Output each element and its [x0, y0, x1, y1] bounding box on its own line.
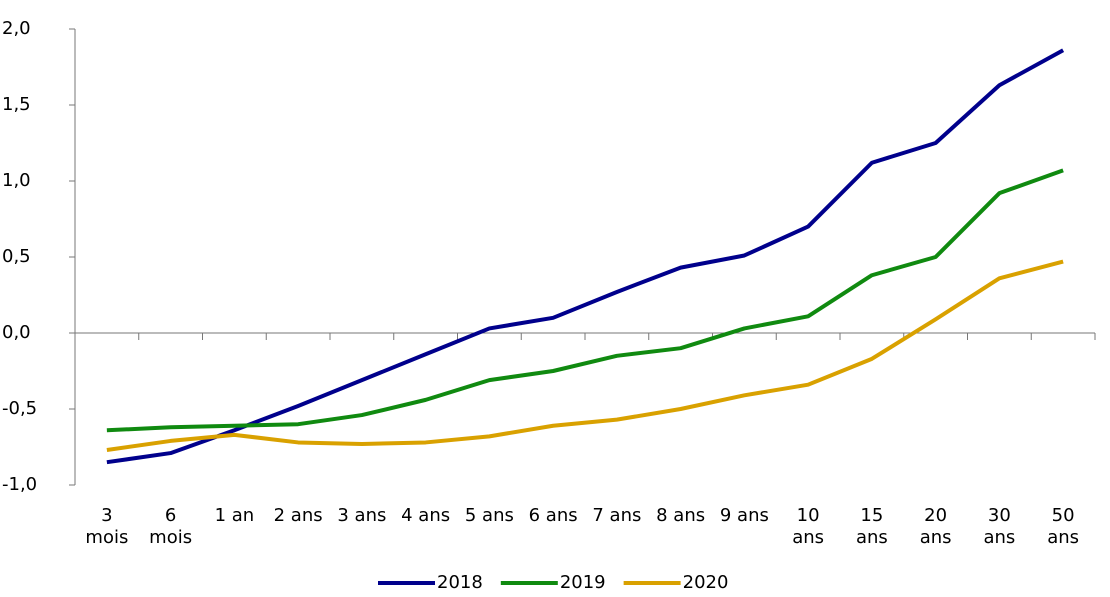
legend-label: 2020 — [683, 572, 729, 593]
y-tick-label: 2,0 — [2, 18, 31, 39]
legend-label: 2018 — [437, 572, 483, 593]
series-line — [106, 259, 1064, 453]
x-tick-label: 4 ans — [401, 505, 451, 526]
x-tick-label: 20 ans — [919, 505, 952, 548]
y-tick-label: -1,0 — [2, 474, 37, 495]
y-tick-label: 0,0 — [2, 322, 31, 343]
x-tick-label: 3 mois — [85, 505, 129, 548]
x-tick-label: 6 mois — [149, 505, 193, 548]
x-tick-label: 5 ans — [464, 505, 514, 526]
x-tick-label: 8 ans — [656, 505, 706, 526]
y-tick-label: 1,5 — [2, 94, 31, 115]
series-line — [106, 48, 1065, 465]
legend-label: 2019 — [560, 572, 606, 593]
y-tick-label: 1,0 — [2, 170, 31, 191]
y-tick-label: 0,5 — [2, 246, 31, 267]
x-tick-label: 7 ans — [592, 505, 642, 526]
x-tick-label: 30 ans — [983, 505, 1016, 548]
x-tick-label: 2 ans — [273, 505, 323, 526]
x-tick-label: 50 ans — [1047, 505, 1080, 548]
x-tick-label: 1 an — [214, 505, 255, 526]
series-line — [106, 168, 1064, 433]
x-tick-label: 15 ans — [855, 505, 888, 548]
x-tick-label: 10 ans — [792, 505, 825, 548]
y-tick-label: -0,5 — [2, 398, 37, 419]
x-tick-label: 6 ans — [528, 505, 578, 526]
x-tick-label: 3 ans — [337, 505, 387, 526]
x-tick-label: 9 ans — [719, 505, 769, 526]
